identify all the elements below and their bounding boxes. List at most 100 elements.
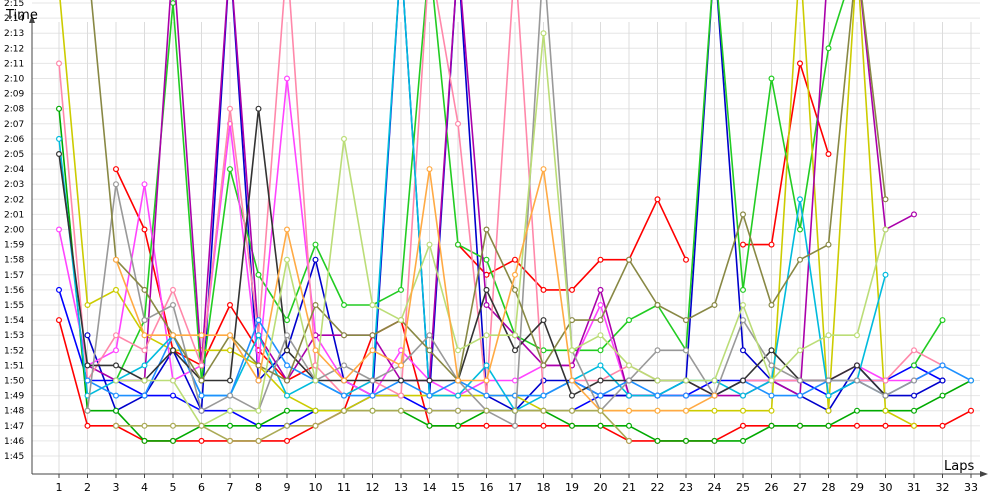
data-point	[455, 120, 462, 127]
data-point	[426, 422, 433, 429]
data-point	[369, 407, 376, 414]
data-point	[768, 75, 775, 82]
y-tick-label: 2:13	[4, 29, 24, 39]
x-tick-label: 25	[736, 481, 750, 494]
data-point	[967, 407, 974, 414]
data-point	[568, 392, 575, 399]
data-point	[739, 211, 746, 218]
data-point	[882, 392, 889, 399]
data-point	[170, 332, 177, 339]
data-point	[170, 437, 177, 444]
data-point	[170, 377, 177, 384]
data-point	[625, 377, 632, 384]
data-point	[255, 105, 262, 112]
data-point	[170, 0, 176, 6]
data-point	[739, 347, 746, 354]
data-point	[341, 135, 348, 142]
data-point	[739, 317, 746, 324]
data-point	[170, 392, 177, 399]
data-point	[939, 317, 946, 324]
x-tick-label: 31	[907, 481, 921, 494]
x-tick-label: 18	[537, 481, 551, 494]
data-point	[141, 422, 148, 429]
data-point	[55, 226, 62, 233]
y-tick-label: 2:12	[4, 44, 24, 54]
x-tick-label: 20	[594, 481, 608, 494]
data-point	[540, 30, 547, 37]
data-point	[369, 347, 376, 354]
data-point	[483, 226, 490, 233]
data-point	[597, 362, 604, 369]
data-point	[597, 377, 604, 384]
data-point	[112, 377, 119, 384]
data-point	[284, 317, 291, 324]
data-point	[511, 422, 518, 429]
data-point	[682, 407, 689, 414]
x-tick-label: 2	[84, 481, 91, 494]
data-point	[84, 422, 91, 429]
y-tick-label: 2:02	[4, 195, 24, 205]
data-point	[511, 256, 518, 263]
y-tick-label: 2:15	[4, 0, 24, 9]
data-point	[682, 377, 689, 384]
data-point	[853, 377, 860, 384]
data-point	[625, 422, 632, 429]
data-point	[455, 422, 462, 429]
data-point	[141, 226, 148, 233]
data-point	[141, 377, 148, 384]
series-line	[58, 107, 887, 397]
data-point	[227, 407, 234, 414]
data-point	[796, 60, 803, 67]
y-tick-label: 1:47	[4, 422, 24, 432]
data-point	[227, 332, 234, 339]
y-tick-label: 2:14	[4, 14, 24, 24]
data-point	[398, 317, 405, 324]
data-point	[711, 302, 718, 309]
data-point	[967, 377, 974, 384]
data-point	[398, 407, 405, 414]
data-point	[882, 226, 889, 233]
x-tick-label: 11	[337, 481, 351, 494]
data-point	[882, 422, 889, 429]
x-tick-label: 13	[394, 481, 408, 494]
data-point	[426, 407, 433, 414]
series-lines	[55, 0, 974, 444]
y-tick-labels: 1:45 1:46 1:47 1:48 1:49 1:50 1:51 1:52 1:53 1:54…	[4, 0, 24, 462]
data-point	[369, 332, 376, 339]
data-point	[398, 286, 405, 293]
data-point	[341, 362, 348, 369]
x-tick-label: 32	[936, 481, 950, 494]
x-axis-arrow-icon	[980, 471, 988, 477]
data-point	[141, 317, 148, 324]
data-point	[227, 105, 234, 112]
data-point	[198, 422, 205, 429]
data-point	[455, 407, 462, 414]
x-tick-label: 9	[284, 481, 291, 494]
data-point	[284, 392, 291, 399]
x-tick-label: 23	[679, 481, 693, 494]
y-tick-label: 2:11	[4, 59, 24, 69]
x-tick-labels: 1 2 3 4 5 6 7 8 9 10 11 12 13 14 15 16 17 18 19 20 21 22 23 24 2…	[56, 481, 979, 494]
data-point	[369, 392, 376, 399]
data-point	[511, 271, 518, 278]
data-point	[511, 407, 518, 414]
x-tick-label: 8	[255, 481, 262, 494]
data-point	[825, 392, 832, 399]
data-point	[198, 392, 205, 399]
data-point	[739, 437, 746, 444]
y-tick-label: 1:49	[4, 392, 24, 402]
data-point	[625, 362, 632, 369]
data-point	[768, 407, 775, 414]
data-point	[796, 196, 803, 203]
data-point	[483, 332, 490, 339]
y-tick-label: 1:58	[4, 256, 24, 266]
data-point	[654, 347, 661, 354]
data-point	[739, 241, 746, 248]
data-point	[284, 377, 291, 384]
data-point	[255, 271, 262, 278]
series-line	[58, 289, 943, 427]
axes: Time Laps	[5, 8, 988, 477]
data-point	[540, 407, 547, 414]
data-point	[141, 181, 148, 188]
